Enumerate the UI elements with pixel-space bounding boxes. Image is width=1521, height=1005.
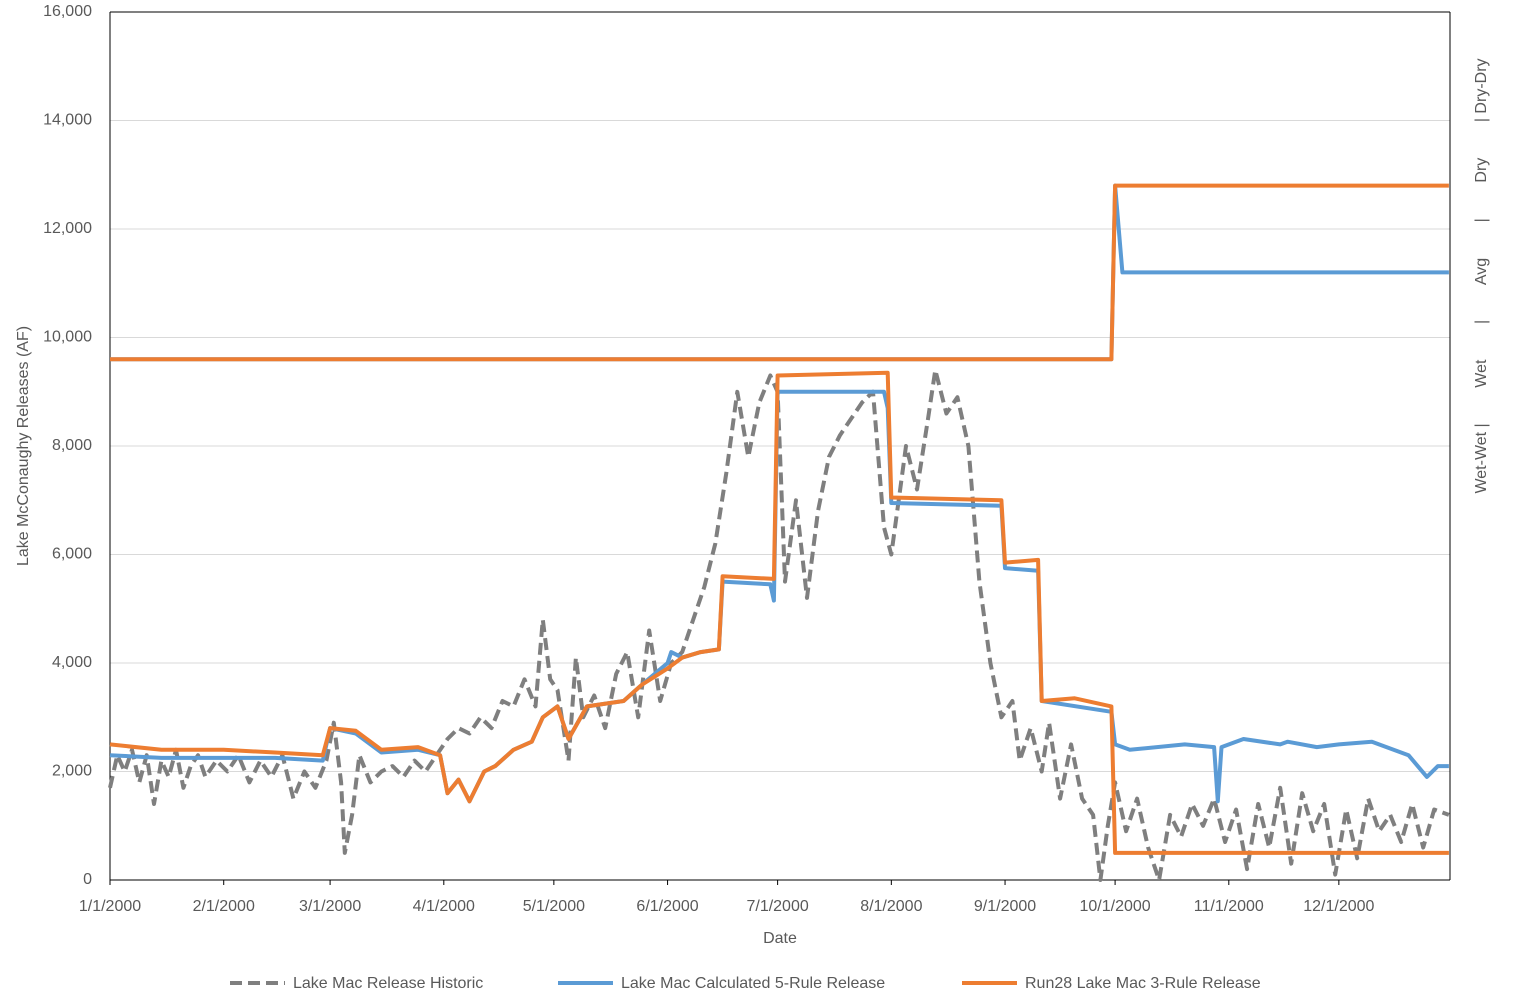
x-tick-label: 8/1/2000	[860, 898, 922, 915]
threshold-line	[110, 183, 1449, 362]
right-axis-label: Wet-Wet | Wet | Avg | Dry | Dry-Dry	[1473, 58, 1490, 493]
y-tick-label: 4,000	[52, 654, 92, 671]
y-tick-label: 14,000	[43, 112, 92, 129]
x-tick-label: 3/1/2000	[299, 898, 361, 915]
series-line	[108, 368, 1450, 882]
legend-label: Run28 Lake Mac 3-Rule Release	[1025, 975, 1261, 992]
legend-label: Lake Mac Calculated 5-Rule Release	[621, 975, 885, 992]
x-axis-label: Date	[763, 930, 797, 947]
y-tick-label: 8,000	[52, 437, 92, 454]
threshold-line	[110, 183, 1449, 362]
y-tick-label: 10,000	[43, 329, 92, 346]
legend-label: Lake Mac Release Historic	[293, 975, 483, 992]
series-line	[109, 389, 1449, 804]
y-tick-label: 2,000	[52, 763, 92, 780]
y-tick-label: 6,000	[52, 546, 92, 563]
x-tick-label: 1/1/2000	[79, 898, 141, 915]
y-tick-label: 12,000	[43, 220, 92, 237]
x-tick-label: 7/1/2000	[746, 898, 808, 915]
x-tick-label: 5/1/2000	[523, 898, 585, 915]
x-tick-label: 6/1/2000	[636, 898, 698, 915]
series-line	[109, 370, 1449, 855]
x-tick-label: 12/1/2000	[1303, 898, 1374, 915]
y-tick-label: 16,000	[43, 3, 92, 20]
x-tick-label: 2/1/2000	[193, 898, 255, 915]
x-tick-label: 9/1/2000	[974, 898, 1036, 915]
x-tick-label: 4/1/2000	[413, 898, 475, 915]
y-tick-label: 0	[83, 871, 92, 888]
x-tick-label: 10/1/2000	[1079, 898, 1150, 915]
x-tick-label: 11/1/2000	[1194, 898, 1264, 915]
y-axis-label: Lake McConaughy Releases (AF)	[15, 326, 32, 566]
